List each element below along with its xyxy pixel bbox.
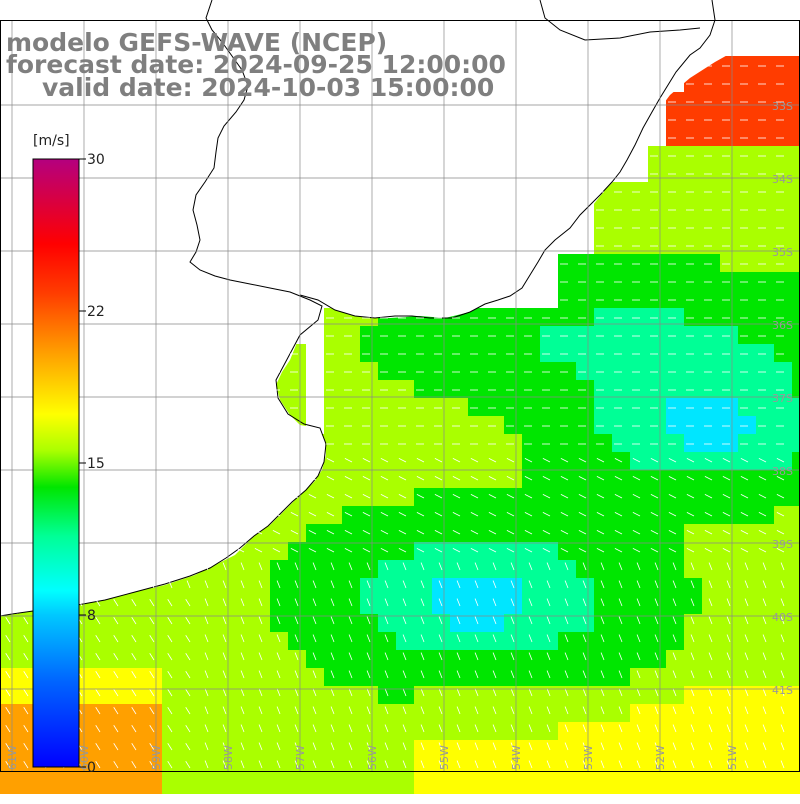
lon-label: 57W <box>294 745 307 770</box>
lon-label: 58W <box>222 745 235 770</box>
lat-label: 34S <box>772 173 793 186</box>
latitude-labels: 33S 34S 35S 36S 37S 38S 39S 40S 41S <box>772 100 793 697</box>
wind-vectors <box>5 65 785 769</box>
lon-label: 53W <box>582 745 595 770</box>
colorbar-tick: 22 <box>87 304 105 320</box>
lon-label: 52W <box>654 745 667 770</box>
title-model: modelo GEFS-WAVE (NCEP) <box>6 28 388 57</box>
lat-label: 35S <box>772 246 793 259</box>
lat-label: 40S <box>772 611 793 624</box>
lon-label: 59W <box>150 745 163 770</box>
land-mass <box>0 0 716 617</box>
colorbar-tick: 0 <box>87 760 96 776</box>
lat-label: 36S <box>772 319 793 332</box>
colorbar <box>32 158 86 768</box>
lon-label: 54W <box>510 745 523 770</box>
colorbar-tick: 15 <box>87 456 105 472</box>
colorbar-tick: 8 <box>87 608 96 624</box>
lon-label: 61W <box>6 745 19 770</box>
colorbar-tick: 30 <box>87 152 105 168</box>
title-valid-date: valid date: 2024-10-03 15:00:00 <box>42 73 495 102</box>
lat-label: 38S <box>772 465 793 478</box>
lon-label: 60W <box>78 745 91 770</box>
longitude-labels: 61W 60W 59W 58W 57W 56W 55W 54W 53W 52W 51W <box>6 745 739 770</box>
lon-label: 51W <box>726 745 739 770</box>
lat-label: 33S <box>772 100 793 113</box>
lat-lon-grid <box>0 20 800 772</box>
lon-label: 55W <box>438 745 451 770</box>
lat-label: 39S <box>772 538 793 551</box>
lat-label: 37S <box>772 392 793 405</box>
title-forecast-date: forecast date: 2024-09-25 12:00:00 <box>6 50 506 79</box>
lat-label: 41S <box>772 684 793 697</box>
colorbar-unit: [m/s] <box>33 133 70 149</box>
lon-label: 56W <box>366 745 379 770</box>
